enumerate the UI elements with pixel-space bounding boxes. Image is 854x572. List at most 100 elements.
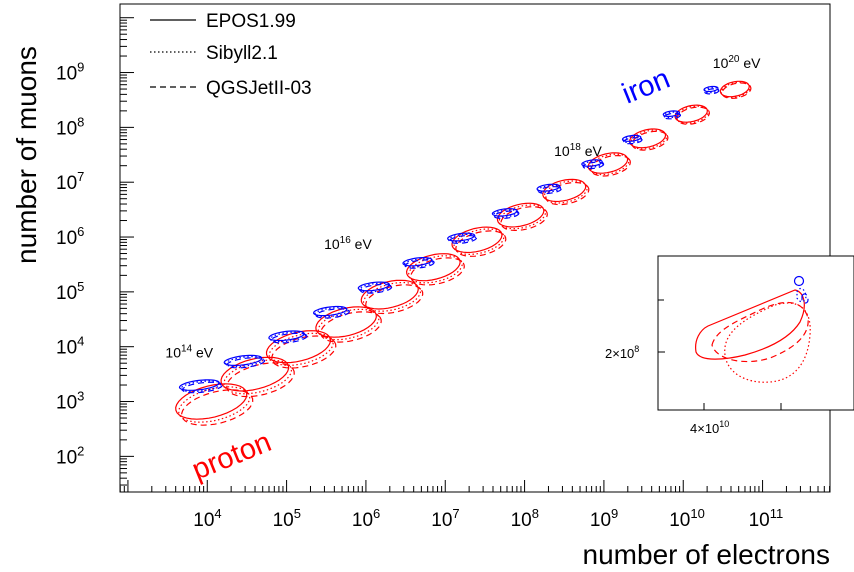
inset-proton-sibyll bbox=[724, 302, 811, 383]
iron-contour-qgsjet bbox=[359, 283, 393, 294]
proton-contour-sibyll bbox=[720, 81, 751, 99]
inset-y-tick-label: 2×108 bbox=[605, 344, 639, 361]
iron-contour-qgsjet bbox=[448, 235, 478, 244]
legend-label-sibyll: Sibyll2.1 bbox=[206, 43, 278, 64]
proton-contour-sibyll bbox=[498, 204, 547, 230]
proton-contour-epos bbox=[542, 178, 587, 203]
iron-contour-epos bbox=[703, 85, 719, 93]
proton-contour-epos bbox=[405, 253, 461, 282]
energy-label: 1020 eV bbox=[713, 54, 761, 71]
legend-label-epos: EPOS1.99 bbox=[206, 11, 296, 32]
iron-contour-qgsjet bbox=[704, 88, 720, 95]
proton-contour-qgsjet bbox=[181, 389, 254, 426]
proton-contour-qgsjet bbox=[320, 311, 382, 343]
iron-contour-qgsjet bbox=[404, 259, 435, 269]
proton-contour-qgsjet bbox=[676, 106, 711, 125]
energy-label: 1018 eV bbox=[554, 142, 602, 159]
iron-contour-qgsjet bbox=[582, 161, 605, 170]
proton-contour-sibyll bbox=[453, 228, 505, 256]
proton-contour-epos bbox=[220, 356, 290, 392]
y-tick-label: 102 bbox=[56, 443, 84, 468]
proton-contour-qgsjet bbox=[721, 82, 752, 100]
iron-contour-epos bbox=[178, 379, 220, 391]
proton-contour-qgsjet bbox=[631, 130, 669, 151]
iron-contour-epos bbox=[223, 354, 263, 366]
iron-contour-qgsjet bbox=[181, 381, 223, 394]
proton-contour-sibyll bbox=[588, 153, 630, 176]
iron-contour-epos bbox=[447, 232, 476, 242]
iron-contour-epos bbox=[357, 281, 391, 292]
iron-contour-qgsjet bbox=[663, 112, 681, 120]
proton-contour-epos bbox=[451, 226, 503, 254]
iron-contour-sibyll bbox=[703, 87, 719, 94]
inset-iron-epos bbox=[793, 275, 805, 287]
iron-contour-qgsjet bbox=[315, 308, 350, 319]
energy-labels: 1014 eV 1016 eV 1018 eV 1020 eV bbox=[165, 54, 761, 361]
iron-contour-epos bbox=[491, 208, 518, 217]
inset-proton-qgsjet bbox=[711, 301, 809, 363]
x-tick-label: 104 bbox=[193, 506, 221, 531]
iron-contour-sibyll bbox=[537, 184, 562, 193]
iron-contour-sibyll bbox=[358, 282, 392, 293]
x-tick-label: 1010 bbox=[669, 506, 705, 531]
iron-contour-qgsjet bbox=[226, 357, 266, 369]
x-tick-label: 105 bbox=[273, 506, 301, 531]
y-tick-label: 106 bbox=[56, 224, 84, 249]
plot-frame bbox=[119, 3, 831, 493]
inset-proton-epos bbox=[695, 289, 805, 360]
x-tick-label: 106 bbox=[352, 506, 380, 531]
x-tick-label: 107 bbox=[431, 506, 459, 531]
proton-contour-sibyll bbox=[630, 129, 668, 150]
energy-label: 1014 eV bbox=[165, 344, 213, 361]
iron-contour-qgsjet bbox=[538, 186, 562, 195]
iron-contour-sibyll bbox=[403, 258, 434, 268]
iron-contour-sibyll bbox=[622, 136, 643, 144]
x-tick-label: 108 bbox=[511, 506, 539, 531]
iron-contour-epos bbox=[536, 183, 561, 192]
proton-contour-qgsjet bbox=[545, 181, 590, 206]
inset-iron-qgsjet bbox=[801, 293, 809, 304]
iron-contour-epos bbox=[621, 134, 642, 142]
iron-contour-epos bbox=[402, 257, 433, 267]
energy-label: 1016 eV bbox=[324, 235, 372, 252]
legend: EPOS1.99 Sibyll2.1 QGSJetII-03 bbox=[150, 11, 312, 99]
x-tick-label: 1011 bbox=[749, 506, 784, 531]
inset-iron-sibyll bbox=[796, 287, 807, 303]
y-tick-label: 107 bbox=[56, 169, 84, 194]
proton-contour-qgsjet bbox=[365, 284, 424, 315]
y-tick-label: 105 bbox=[56, 279, 84, 304]
x-axis-title: number of electrons bbox=[583, 539, 830, 570]
y-tick-label: 104 bbox=[56, 334, 84, 359]
proton-contour-sibyll bbox=[223, 359, 293, 395]
iron-contour-epos bbox=[581, 159, 603, 167]
legend-label-qgsjet: QGSJetII-03 bbox=[206, 78, 312, 99]
proton-contour-qgsjet bbox=[410, 257, 465, 286]
contour-plots bbox=[175, 80, 752, 426]
proton-contour-qgsjet bbox=[455, 230, 507, 257]
iron-contour-qgsjet bbox=[623, 137, 643, 145]
iron-contour-epos bbox=[312, 305, 348, 317]
x-tick-label: 109 bbox=[590, 506, 618, 531]
proton-contour-qgsjet bbox=[500, 206, 548, 232]
proton-contour-epos bbox=[265, 330, 332, 364]
proton-contour-sibyll bbox=[268, 332, 334, 367]
y-tick-label: 108 bbox=[56, 114, 84, 139]
y-axis-title: number of muons bbox=[11, 46, 42, 264]
proton-contour-epos bbox=[496, 202, 545, 228]
proton-contour-epos bbox=[360, 279, 419, 310]
iron-contour-qgsjet bbox=[270, 332, 308, 344]
iron-contour-epos bbox=[662, 110, 681, 117]
inset-x-tick-label: 4×1010 bbox=[690, 419, 729, 436]
proton-contour-epos bbox=[315, 306, 377, 338]
iron-contour-epos bbox=[268, 330, 305, 342]
inset: 4×1010 2×108 bbox=[605, 255, 854, 436]
axis-ticks: 104 105 106 107 108 109 1010 1011 102 103 104 105 10… bbox=[56, 17, 831, 531]
iron-contour-sibyll bbox=[663, 111, 681, 119]
proton-contour-sibyll bbox=[543, 180, 588, 204]
y-tick-label: 103 bbox=[56, 389, 84, 414]
iron-contour-sibyll bbox=[448, 233, 477, 243]
proton-contour-sibyll bbox=[317, 308, 380, 341]
proton-contour-qgsjet bbox=[590, 154, 631, 177]
inset-frame bbox=[657, 255, 854, 411]
